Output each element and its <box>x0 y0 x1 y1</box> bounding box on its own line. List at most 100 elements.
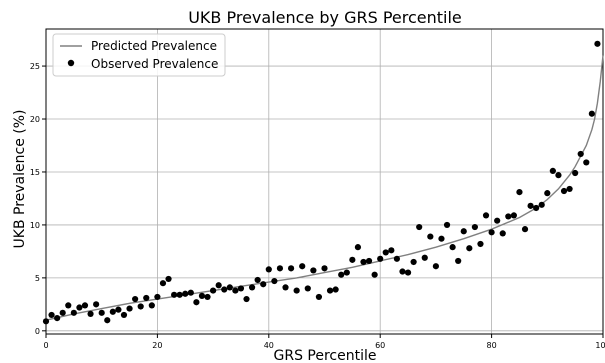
observed-points-layer <box>42 40 601 325</box>
observed-point <box>204 293 211 301</box>
observed-point <box>354 244 362 251</box>
observed-point <box>254 276 261 284</box>
observed-point <box>494 217 501 224</box>
observed-point <box>588 110 595 117</box>
observed-point <box>349 256 356 263</box>
observed-point <box>549 167 556 175</box>
observed-point <box>198 292 206 299</box>
x-tick-label: 60 <box>375 341 385 350</box>
x-axis-label: GRS Percentile <box>274 348 377 363</box>
y-tick-label: 25 <box>30 62 40 71</box>
observed-point <box>282 284 289 291</box>
observed-point <box>171 291 178 298</box>
observed-point <box>466 245 473 252</box>
observed-point <box>332 286 339 293</box>
observed-point <box>132 295 139 303</box>
observed-point <box>165 275 172 283</box>
observed-point <box>443 221 451 229</box>
observed-point <box>98 309 105 316</box>
observed-point <box>577 150 584 158</box>
observed-point <box>505 213 512 220</box>
observed-point <box>299 263 306 270</box>
predicted-prevalence-line <box>45 55 604 321</box>
observed-point <box>399 268 406 275</box>
observed-point <box>54 315 61 322</box>
observed-point <box>326 287 334 294</box>
observed-point <box>81 302 89 309</box>
observed-point <box>293 287 300 294</box>
plot-frame <box>45 28 604 335</box>
chart-title: UKB Prevalence by GRS Percentile <box>188 8 462 27</box>
observed-point <box>410 258 417 266</box>
observed-point <box>533 204 540 212</box>
observed-point <box>143 294 150 302</box>
observed-point <box>226 284 233 291</box>
observed-point <box>260 281 267 288</box>
observed-point <box>182 290 189 297</box>
observed-point <box>137 303 144 310</box>
observed-point <box>421 254 428 261</box>
observed-point <box>438 235 445 242</box>
observed-point <box>193 299 200 306</box>
observed-point <box>527 202 534 209</box>
observed-point <box>404 269 412 276</box>
observed-point <box>248 284 256 291</box>
y-tick-label: 15 <box>30 168 40 177</box>
y-tick-label: 5 <box>35 274 40 283</box>
observed-point <box>65 302 72 309</box>
observed-point <box>594 40 601 47</box>
observed-point <box>516 188 523 196</box>
observed-point <box>471 223 478 231</box>
observed-point <box>382 249 389 256</box>
observed-point <box>315 293 323 301</box>
observed-point <box>572 169 579 177</box>
observed-point <box>70 309 77 316</box>
observed-point <box>538 201 545 208</box>
y-axis-label: UKB Prevalence (%) <box>12 110 28 249</box>
observed-point <box>115 306 122 313</box>
x-tick-label: 80 <box>487 341 497 350</box>
observed-point <box>427 233 434 240</box>
observed-point <box>377 255 384 262</box>
y-tick-label: 10 <box>30 221 40 230</box>
observed-point <box>338 271 345 278</box>
observed-point <box>488 229 495 236</box>
observed-point <box>449 244 456 251</box>
observed-point <box>104 317 111 324</box>
x-tick-label: 40 <box>264 341 274 350</box>
observed-point <box>482 212 490 219</box>
legend-label-predicted: Predicted Prevalence <box>91 39 217 53</box>
observed-point <box>393 255 401 262</box>
observed-point <box>521 226 529 233</box>
observed-point <box>510 212 517 219</box>
observed-point <box>87 310 94 317</box>
observed-point <box>566 185 573 193</box>
legend: Predicted Prevalence Observed Prevalence <box>52 33 226 77</box>
observed-point <box>583 159 590 166</box>
y-tick-label: 20 <box>30 115 40 124</box>
observed-point <box>237 285 245 292</box>
observed-point <box>360 258 367 266</box>
x-tick-label: 100 <box>595 341 605 350</box>
observed-point <box>560 187 568 195</box>
predicted-line-layer <box>45 55 604 321</box>
observed-point <box>343 269 350 276</box>
observed-point <box>544 190 551 197</box>
legend-label-observed: Observed Prevalence <box>91 57 218 71</box>
observed-point <box>416 223 423 231</box>
observed-point <box>365 257 373 265</box>
observed-point <box>388 247 395 254</box>
observed-point <box>93 301 100 308</box>
observed-point <box>210 287 217 294</box>
observed-point <box>276 265 284 272</box>
observed-point <box>120 311 128 319</box>
legend-point-swatch <box>67 59 75 67</box>
observed-point <box>221 286 228 293</box>
observed-point <box>159 280 167 287</box>
observed-point <box>265 266 272 273</box>
observed-point <box>432 263 439 270</box>
observed-point <box>321 265 328 272</box>
observed-point <box>371 271 378 278</box>
x-tick-label: 0 <box>43 341 48 350</box>
